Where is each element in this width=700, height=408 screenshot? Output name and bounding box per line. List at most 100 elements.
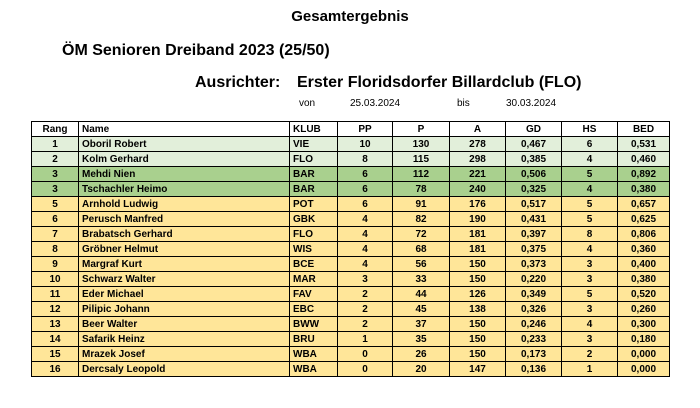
col-header-bed: BED — [617, 121, 670, 137]
cell-p: 91 — [392, 196, 450, 212]
cell-hs: 2 — [561, 346, 618, 362]
cell-a: 150 — [449, 271, 506, 287]
cell-rang: 2 — [31, 151, 79, 167]
cell-rang: 15 — [31, 346, 79, 362]
cell-klub: FAV — [289, 286, 338, 302]
cell-gd: 0,246 — [505, 316, 562, 332]
organizer-name: Erster Floridsdorfer Billardclub (FLO) — [297, 74, 582, 91]
cell-bed: 0,400 — [617, 256, 670, 272]
cell-pp: 2 — [337, 301, 393, 317]
cell-a: 190 — [449, 211, 506, 227]
cell-p: 45 — [392, 301, 450, 317]
cell-pp: 4 — [337, 256, 393, 272]
cell-klub: WIS — [289, 241, 338, 257]
cell-bed: 0,520 — [617, 286, 670, 302]
cell-hs: 6 — [561, 136, 618, 152]
cell-bed: 0,260 — [617, 301, 670, 317]
cell-hs: 3 — [561, 256, 618, 272]
cell-p: 37 — [392, 316, 450, 332]
col-header-gd: GD — [505, 121, 562, 137]
cell-p: 56 — [392, 256, 450, 272]
cell-a: 176 — [449, 196, 506, 212]
cell-gd: 0,326 — [505, 301, 562, 317]
cell-gd: 0,467 — [505, 136, 562, 152]
cell-rang: 16 — [31, 361, 79, 377]
cell-p: 33 — [392, 271, 450, 287]
cell-a: 240 — [449, 181, 506, 197]
cell-klub: WBA — [289, 346, 338, 362]
cell-hs: 3 — [561, 271, 618, 287]
cell-klub: BWW — [289, 316, 338, 332]
cell-name: Mrazek Josef — [78, 346, 290, 362]
cell-rang: 8 — [31, 241, 79, 257]
cell-pp: 0 — [337, 346, 393, 362]
table-row: 7 Brabatsch Gerhard FLO 4 72 181 0,397 8 0,806 — [31, 226, 670, 242]
col-header-klub: KLUB — [289, 121, 338, 137]
cell-hs: 4 — [561, 181, 618, 197]
cell-p: 68 — [392, 241, 450, 257]
cell-hs: 5 — [561, 286, 618, 302]
cell-gd: 0,349 — [505, 286, 562, 302]
cell-p: 44 — [392, 286, 450, 302]
cell-pp: 6 — [337, 166, 393, 182]
cell-bed: 0,657 — [617, 196, 670, 212]
table-row: 15 Mrazek Josef WBA 0 26 150 0,173 2 0,000 — [31, 346, 670, 362]
cell-bed: 0,460 — [617, 151, 670, 167]
cell-pp: 8 — [337, 151, 393, 167]
cell-bed: 0,000 — [617, 346, 670, 362]
col-header-rang: Rang — [31, 121, 79, 137]
cell-pp: 1 — [337, 331, 393, 347]
table-row: 16 Dercsaly Leopold WBA 0 20 147 0,136 1 0,000 — [31, 361, 670, 377]
cell-rang: 13 — [31, 316, 79, 332]
cell-gd: 0,220 — [505, 271, 562, 287]
end-date: 30.03.2024 — [506, 98, 557, 109]
cell-pp: 4 — [337, 211, 393, 227]
table-row: 9 Margraf Kurt BCE 4 56 150 0,373 3 0,400 — [31, 256, 670, 272]
cell-p: 72 — [392, 226, 450, 242]
cell-a: 150 — [449, 331, 506, 347]
cell-gd: 0,397 — [505, 226, 562, 242]
cell-name: Safarik Heinz — [78, 331, 290, 347]
cell-gd: 0,506 — [505, 166, 562, 182]
cell-name: Gröbner Helmut — [78, 241, 290, 257]
cell-hs: 4 — [561, 316, 618, 332]
cell-pp: 6 — [337, 196, 393, 212]
cell-name: Arnhold Ludwig — [78, 196, 290, 212]
von-label: von — [299, 98, 316, 109]
table-row: 5 Arnhold Ludwig POT 6 91 176 0,517 5 0,657 — [31, 196, 670, 212]
cell-klub: FLO — [289, 151, 338, 167]
cell-gd: 0,233 — [505, 331, 562, 347]
col-header-hs: HS — [561, 121, 618, 137]
cell-name: Kolm Gerhard — [78, 151, 290, 167]
cell-bed: 0,892 — [617, 166, 670, 182]
cell-a: 298 — [449, 151, 506, 167]
cell-rang: 6 — [31, 211, 79, 227]
cell-p: 20 — [392, 361, 450, 377]
cell-gd: 0,136 — [505, 361, 562, 377]
cell-hs: 1 — [561, 361, 618, 377]
cell-gd: 0,375 — [505, 241, 562, 257]
cell-a: 150 — [449, 346, 506, 362]
cell-name: Pilipic Johann — [78, 301, 290, 317]
cell-a: 181 — [449, 226, 506, 242]
col-header-pp: PP — [337, 121, 393, 137]
cell-p: 82 — [392, 211, 450, 227]
table-row: 1 Oboril Robert VIE 10 130 278 0,467 6 0,531 — [31, 136, 670, 152]
cell-name: Eder Michael — [78, 286, 290, 302]
cell-klub: BAR — [289, 181, 338, 197]
cell-gd: 0,517 — [505, 196, 562, 212]
cell-bed: 0,180 — [617, 331, 670, 347]
table-row: 6 Perusch Manfred GBK 4 82 190 0,431 5 0,625 — [31, 211, 670, 227]
cell-hs: 5 — [561, 166, 618, 182]
cell-klub: BCE — [289, 256, 338, 272]
cell-p: 112 — [392, 166, 450, 182]
cell-gd: 0,173 — [505, 346, 562, 362]
cell-bed: 0,380 — [617, 181, 670, 197]
cell-pp: 4 — [337, 226, 393, 242]
cell-p: 130 — [392, 136, 450, 152]
cell-gd: 0,385 — [505, 151, 562, 167]
cell-gd: 0,325 — [505, 181, 562, 197]
cell-p: 115 — [392, 151, 450, 167]
cell-hs: 3 — [561, 331, 618, 347]
cell-bed: 0,300 — [617, 316, 670, 332]
